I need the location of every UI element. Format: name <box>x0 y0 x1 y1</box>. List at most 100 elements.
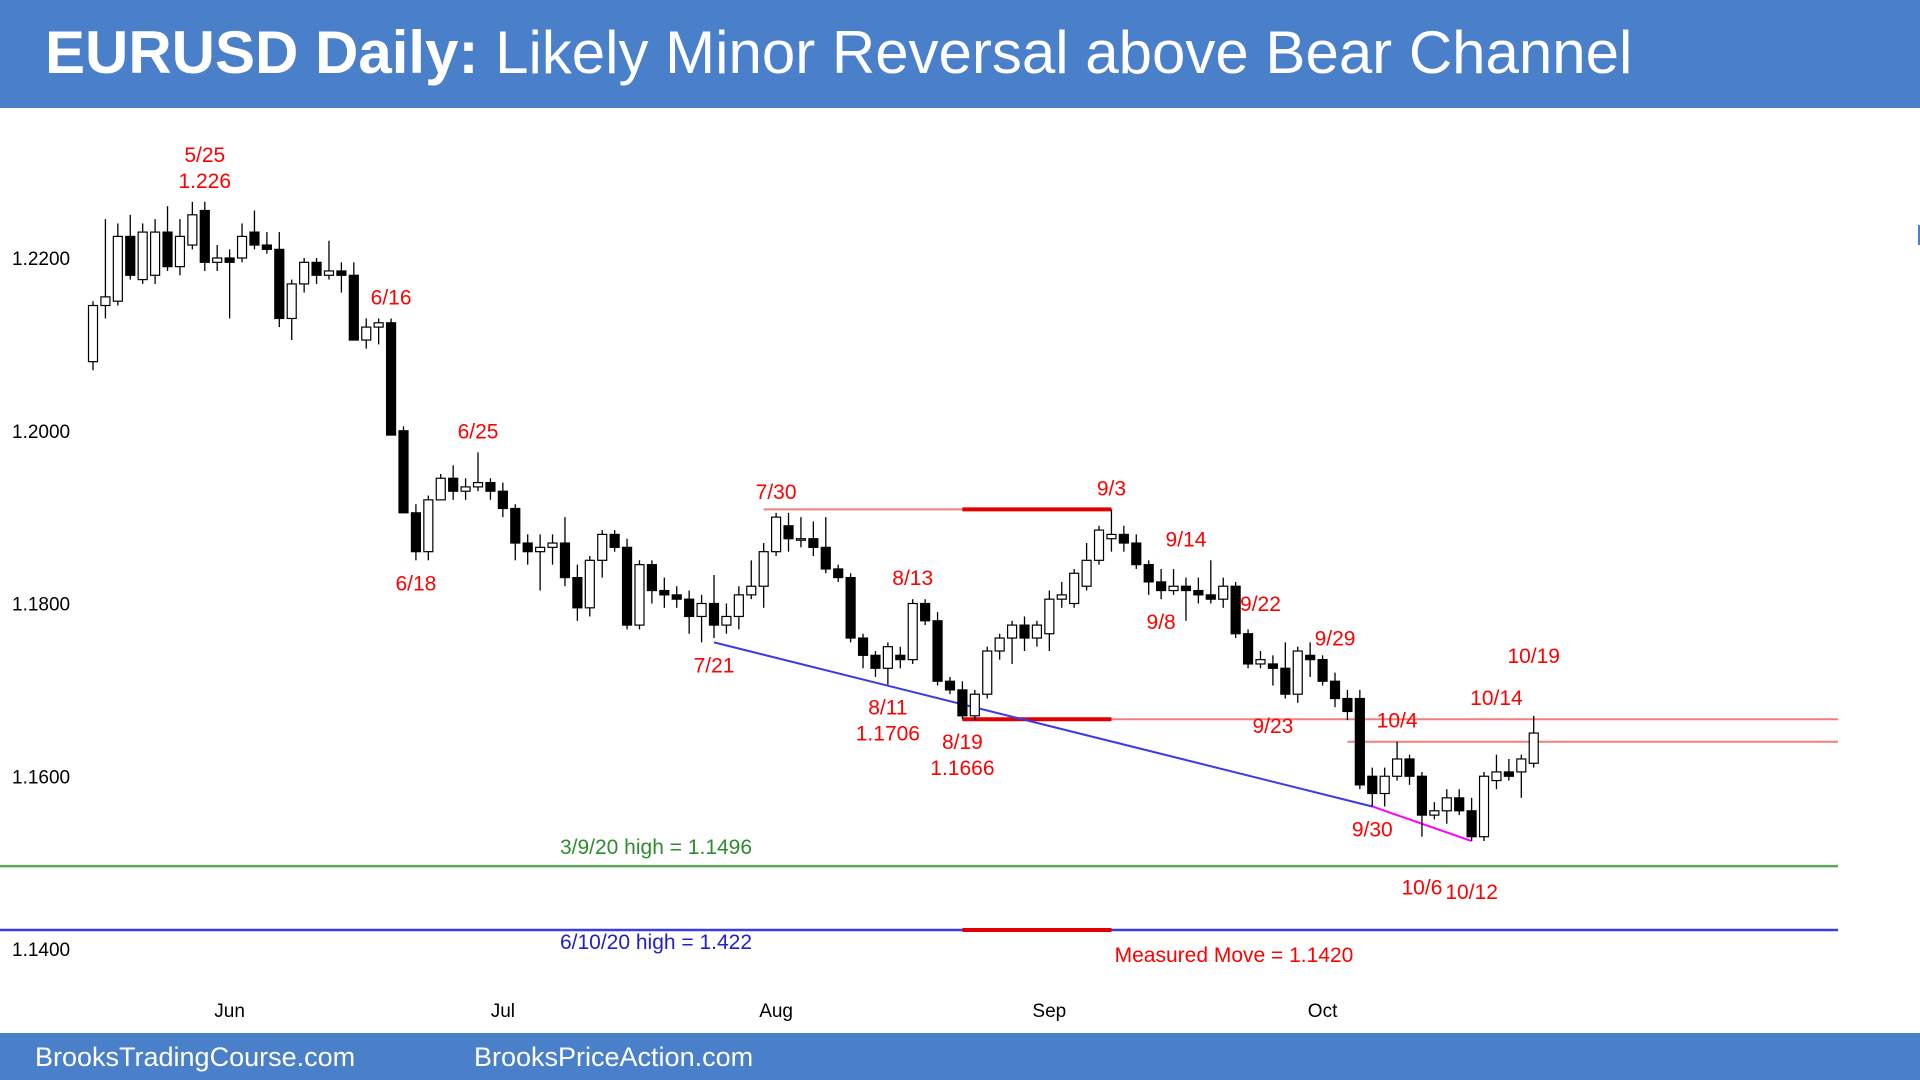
candle-body <box>1205 594 1216 600</box>
footer-bar <box>0 1033 1920 1080</box>
annotation-label: 1.1666 <box>930 757 994 780</box>
candle-body <box>708 602 720 626</box>
green-line-label: 3/9/20 high = 1.1496 <box>560 836 752 859</box>
candle-body <box>497 490 508 510</box>
annotation-label: 9/29 <box>1315 628 1356 651</box>
annotation-label: 9/30 <box>1352 818 1393 841</box>
footer-link-brookstradingcourse[interactable]: BrooksTradingCourse.com <box>35 1042 356 1072</box>
x-tick-label: Jun <box>214 1001 245 1022</box>
candle-body <box>373 322 384 328</box>
candle-body <box>969 693 980 717</box>
candle-body <box>1093 529 1105 561</box>
candle-body <box>1143 564 1154 583</box>
candle-body <box>721 615 732 626</box>
candle-body <box>1193 589 1204 596</box>
candle-body <box>920 602 931 622</box>
candle-body <box>1354 697 1365 786</box>
candle-body <box>1180 585 1192 592</box>
candle-body <box>311 261 322 276</box>
candle-body <box>584 559 595 609</box>
annotation-label: 8/19 <box>942 731 983 754</box>
annotation-label: 5/25 <box>184 144 225 167</box>
candle-body <box>758 551 769 587</box>
candle-body <box>510 507 521 544</box>
annotation-label: 6/18 <box>395 572 436 595</box>
candle-body <box>870 654 881 669</box>
candle-body <box>1466 810 1477 838</box>
candle-body <box>1255 659 1266 665</box>
candle-body <box>944 680 956 691</box>
candle-body <box>994 637 1005 652</box>
candle-body <box>100 296 111 307</box>
candle-body <box>621 546 633 626</box>
candle-body <box>1503 771 1514 777</box>
x-tick-label: Jul <box>491 1001 515 1022</box>
candle-body <box>323 270 335 276</box>
annotation-label: 9/23 <box>1252 715 1293 738</box>
candle-body <box>174 235 186 268</box>
candle-body <box>1044 598 1055 635</box>
chart-title: EURUSD Daily: Likely Minor Reversal abov… <box>45 18 1632 87</box>
annotation-label: 10/14 <box>1470 687 1523 710</box>
candle-body <box>1404 758 1415 777</box>
candle-body <box>646 564 658 592</box>
candle-body <box>1491 771 1502 782</box>
candle-body <box>249 231 260 246</box>
candle-body <box>1379 775 1390 795</box>
candle-body <box>1069 572 1080 605</box>
candle-body <box>1528 732 1539 764</box>
candle-body <box>845 576 856 639</box>
x-tick-label: Oct <box>1308 1001 1338 1022</box>
candle-body <box>1131 542 1142 566</box>
candle-body <box>609 533 620 548</box>
y-tick-label: 1.1800 <box>12 595 70 616</box>
candle-body <box>137 231 148 281</box>
annotation-label: 7/30 <box>756 481 797 504</box>
candle-body <box>535 546 546 553</box>
candle-body <box>559 542 571 579</box>
candle-body <box>224 257 235 263</box>
chart-title-bold: EURUSD Daily: <box>45 19 479 86</box>
candle-body <box>1242 633 1254 665</box>
candle-body <box>274 248 285 320</box>
candle-body <box>187 214 198 246</box>
candle-body <box>410 512 422 553</box>
candle-body <box>286 283 297 320</box>
candle-body <box>1292 650 1303 695</box>
candle-body <box>659 589 670 596</box>
annotation-label: 8/13 <box>892 567 933 590</box>
candle-body <box>907 602 918 661</box>
footer-link-brookspriceaction[interactable]: BrooksPriceAction.com <box>474 1042 754 1072</box>
candle-body <box>1317 659 1328 682</box>
candle-body <box>1081 559 1092 587</box>
candle-body <box>150 231 161 276</box>
annotation-label: 9/22 <box>1240 593 1281 616</box>
candle-body <box>1230 585 1241 635</box>
candle-body <box>634 564 645 626</box>
candle-body <box>485 481 496 492</box>
candle-body <box>1329 680 1341 700</box>
candle-body <box>1416 775 1428 816</box>
candle-body <box>1516 758 1527 773</box>
candle-body <box>261 244 272 250</box>
candle-body <box>1441 797 1452 812</box>
y-tick-label: 1.2200 <box>12 249 70 270</box>
candle-body <box>808 538 819 548</box>
candle-body <box>435 477 446 501</box>
candle-body <box>820 546 831 570</box>
x-tick-label: Aug <box>759 1001 793 1022</box>
candle-body <box>460 486 471 492</box>
candle-body <box>572 576 583 609</box>
annotation-label: 1.1706 <box>856 723 920 746</box>
candle-body <box>1006 624 1018 639</box>
candle-body <box>1391 758 1403 777</box>
y-tick-label: 1.2000 <box>12 422 70 443</box>
chart-title-rest: Likely Minor Reversal above Bear Channel <box>495 19 1633 86</box>
candle-body <box>684 598 695 618</box>
annotation-label: 7/21 <box>694 654 735 677</box>
candle-body <box>1019 624 1030 639</box>
candle-body <box>1267 663 1279 669</box>
candle-body <box>671 594 682 600</box>
candle-body <box>1218 585 1229 600</box>
candle-body <box>1454 797 1465 812</box>
